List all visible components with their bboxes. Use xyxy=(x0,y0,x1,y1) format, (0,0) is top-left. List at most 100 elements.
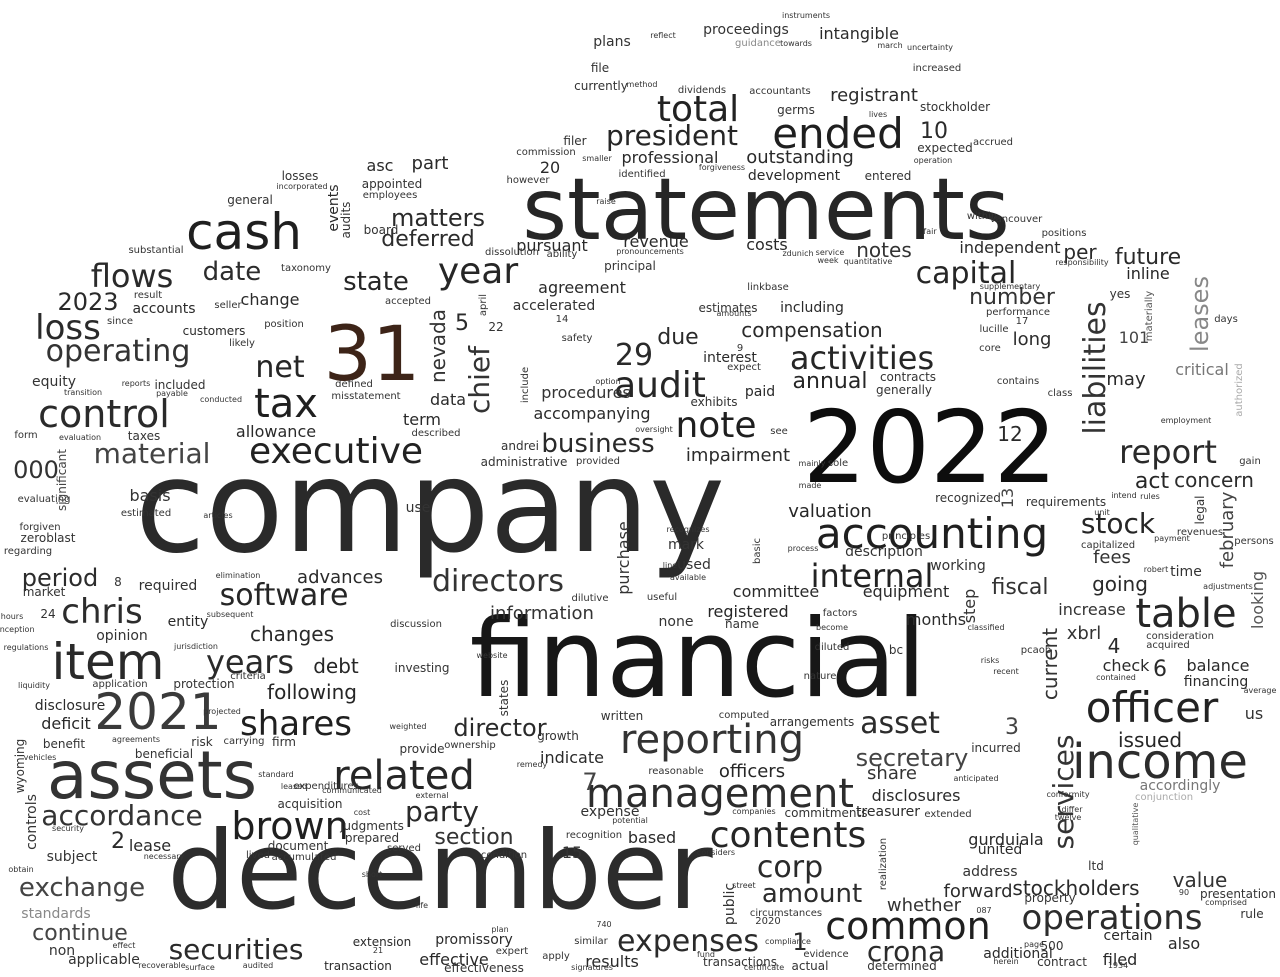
word-current: current xyxy=(1038,627,1062,701)
word-evaluating: evaluating xyxy=(17,494,71,505)
word-including: including xyxy=(780,300,844,316)
word-name: name xyxy=(724,617,760,631)
word-2022: 2022 xyxy=(802,389,1058,506)
word-lived: lived xyxy=(246,850,270,861)
word-supplementary: supplementary xyxy=(979,282,1041,291)
word-guidance: guidance xyxy=(735,38,781,49)
word-accordingly: accordingly xyxy=(1139,778,1221,794)
word-expenses: expenses xyxy=(617,924,759,959)
word-1934: 1934 xyxy=(1107,961,1129,970)
word-reports: reports xyxy=(121,379,151,388)
word-taxonomy: taxonomy xyxy=(281,263,331,274)
word-raise: raise xyxy=(596,197,616,206)
word-20: 20 xyxy=(539,158,561,177)
word-circumstances: circumstances xyxy=(749,908,823,919)
word-reasonable: reasonable xyxy=(648,766,704,777)
word-inline: inline xyxy=(1126,264,1170,283)
word-item: item xyxy=(51,633,165,691)
word-class: class xyxy=(1047,388,1073,399)
word-gain: gain xyxy=(1239,456,1261,467)
word-expected: expected xyxy=(917,141,973,155)
word-regarding: regarding xyxy=(3,546,53,557)
word-accrued: accrued xyxy=(972,137,1014,148)
word-extension: extension xyxy=(352,935,412,949)
word-common: common xyxy=(825,904,991,948)
word-filed: filed xyxy=(1102,950,1138,969)
word-united: united xyxy=(977,842,1023,858)
word-twelve: twelve xyxy=(1054,813,1082,822)
word-expert: expert xyxy=(495,946,529,957)
word-considers: considers xyxy=(696,848,736,857)
word-market: market xyxy=(22,585,66,599)
word-authorized: authorized xyxy=(1234,363,1245,417)
word-actual: actual xyxy=(791,959,829,973)
word-robert: robert xyxy=(1143,565,1169,574)
word-101: 101 xyxy=(1118,328,1150,347)
word-employment: employment xyxy=(1160,416,1212,425)
word-software: software xyxy=(219,578,349,613)
word-audit: audit xyxy=(614,365,706,406)
word-persons: persons xyxy=(1234,536,1274,547)
word-ability: ability xyxy=(546,249,578,260)
word-data: data xyxy=(429,390,467,409)
word-interest: interest xyxy=(703,350,757,366)
word-committee: committee xyxy=(732,582,820,601)
word-accountants: accountants xyxy=(749,86,811,97)
word-germs: germs xyxy=(777,103,815,117)
word-projected: projected xyxy=(203,707,241,716)
word-part: part xyxy=(411,153,449,174)
word-directors: directors xyxy=(431,564,565,599)
word-become: become xyxy=(815,623,849,632)
word-000: 000 xyxy=(13,456,59,484)
word-property: property xyxy=(1024,891,1076,905)
word-increased: increased xyxy=(912,63,962,74)
word-note: note xyxy=(675,405,757,446)
word-also: also xyxy=(1167,934,1201,953)
word-president: president xyxy=(606,119,738,152)
word-zdunich: zdunich xyxy=(782,249,814,258)
word-march: march xyxy=(877,41,903,50)
word-chief: chief xyxy=(463,345,496,415)
word-useful: useful xyxy=(646,592,678,603)
word-board: board xyxy=(363,223,399,237)
word-employees: employees xyxy=(362,190,418,201)
word-investing: investing xyxy=(394,661,450,675)
word-procedures: procedures xyxy=(541,383,631,402)
word-effective: effective xyxy=(419,950,489,969)
word-asset: asset xyxy=(860,706,940,741)
word-currently: currently xyxy=(574,79,628,93)
word-agreements: agreements xyxy=(111,735,161,744)
word-registered: registered xyxy=(707,602,789,621)
word-communicated: communicated xyxy=(322,786,382,795)
word-future: future xyxy=(1114,245,1182,270)
word-vancouver: vancouver xyxy=(989,214,1043,225)
word-capitalized: capitalized xyxy=(1080,540,1136,551)
word-concern: concern xyxy=(1174,468,1254,492)
word-defined: defined xyxy=(335,379,373,390)
word-evidence: evidence xyxy=(803,949,849,960)
word-transactions: transactions xyxy=(702,955,778,969)
word-carrying: carrying xyxy=(223,736,265,747)
word-core: core xyxy=(979,343,1001,354)
word-commission: commission xyxy=(516,147,576,158)
word-likely: likely xyxy=(229,338,255,349)
word-certificate: certificate xyxy=(743,963,785,972)
word-consideration: consideration xyxy=(1146,631,1214,642)
word-necessary: necessary xyxy=(143,852,185,861)
word-recognition: recognition xyxy=(565,830,623,841)
word-operations: operations xyxy=(1021,898,1203,938)
word-similar: similar xyxy=(574,936,608,947)
word-positions: positions xyxy=(1041,228,1087,239)
word-net: net xyxy=(255,350,305,385)
word-file: file xyxy=(590,61,610,75)
word-conformity: conformity xyxy=(1046,790,1090,799)
word-proceedings: proceedings xyxy=(703,22,789,38)
word-administrative: administrative xyxy=(480,455,568,469)
word-audits: audits xyxy=(339,201,353,239)
word-recent: recent xyxy=(993,667,1019,676)
word-check: check xyxy=(1102,656,1150,675)
word-misstatement: misstatement xyxy=(331,391,401,402)
word-none: none xyxy=(658,614,694,630)
word-purchase: purchase xyxy=(614,521,633,595)
word-share: share xyxy=(867,763,917,784)
